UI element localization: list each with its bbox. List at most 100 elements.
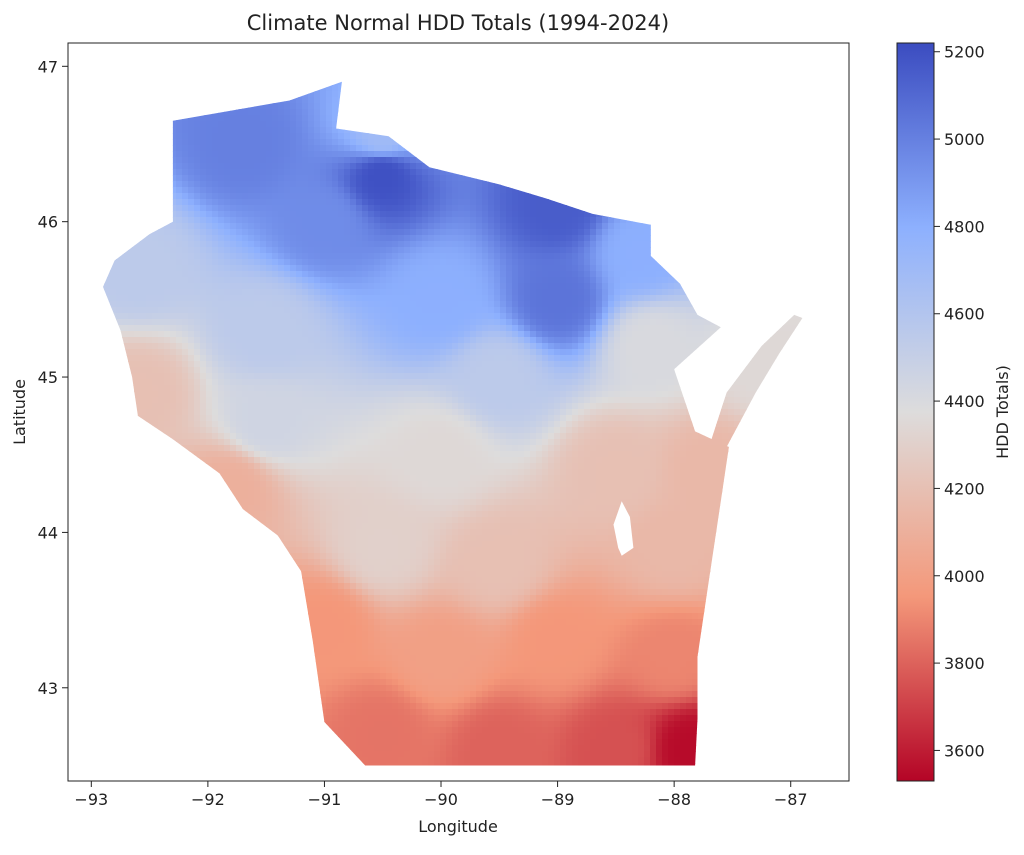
heatmap-cell: [188, 259, 195, 266]
heatmap-cell: [614, 229, 621, 236]
heatmap-cell: [278, 169, 285, 176]
heatmap-cell: [374, 169, 381, 176]
heatmap-cell: [314, 187, 321, 194]
heatmap-cell: [368, 181, 375, 188]
heatmap-cell: [632, 229, 639, 236]
heatmap-cell: [488, 199, 495, 206]
heatmap-cell: [266, 193, 273, 200]
heatmap-cell: [494, 253, 501, 260]
heatmap-cell: [356, 205, 363, 212]
heatmap-cell: [428, 241, 435, 248]
heatmap-cell: [224, 145, 231, 152]
heatmap-cell: [320, 259, 327, 266]
heatmap-cell: [344, 217, 351, 224]
heatmap-cell: [482, 199, 489, 206]
heatmap-cell: [560, 253, 567, 260]
heatmap-cell: [560, 217, 567, 224]
heatmap-cell: [338, 81, 345, 86]
heatmap-cell: [368, 139, 375, 146]
heatmap-cell: [212, 247, 219, 254]
heatmap-cell: [470, 259, 477, 266]
heatmap-cell: [536, 211, 543, 218]
heatmap-cell: [218, 133, 225, 140]
heatmap-cell: [176, 247, 183, 254]
heatmap-cell: [266, 175, 273, 182]
heatmap-cell: [152, 235, 159, 242]
heatmap-cell: [134, 271, 141, 278]
heatmap-cell: [446, 205, 453, 212]
heatmap-cell: [326, 151, 333, 158]
heatmap-cell: [320, 115, 327, 122]
heatmap-cell: [596, 223, 603, 230]
heatmap-cell: [212, 241, 219, 248]
heatmap-cell: [332, 133, 339, 140]
heatmap-cell: [500, 253, 507, 260]
heatmap-cell: [530, 193, 537, 200]
heatmap-cell: [284, 241, 291, 248]
heatmap-cell: [182, 247, 189, 254]
heatmap-cell: [236, 181, 243, 188]
heatmap-cell: [248, 223, 255, 230]
heatmap-cell: [512, 205, 519, 212]
heatmap-cell: [470, 211, 477, 218]
heatmap-cell: [254, 211, 261, 218]
heatmap-cell: [242, 181, 249, 188]
heatmap-cell: [308, 157, 315, 164]
heatmap-cell: [362, 211, 369, 218]
heatmap-cell: [536, 199, 543, 206]
heatmap-cell: [452, 259, 459, 266]
heatmap-cell: [548, 259, 555, 266]
heatmap-cell: [530, 217, 537, 224]
heatmap-cell: [236, 211, 243, 218]
heatmap-cell: [314, 121, 321, 128]
heatmap-cell: [320, 223, 327, 230]
heatmap-cell: [608, 235, 615, 242]
heatmap-cell: [638, 247, 645, 254]
heatmap-cell: [632, 259, 639, 266]
heatmap-cell: [176, 259, 183, 266]
heatmap-cell: [314, 211, 321, 218]
heatmap-cell: [320, 211, 327, 218]
heatmap-cell: [392, 247, 399, 254]
heatmap-cell: [230, 145, 237, 152]
heatmap-cell: [344, 175, 351, 182]
heatmap-cell: [434, 169, 441, 176]
heatmap-cell: [314, 193, 321, 200]
heatmap-cell: [434, 247, 441, 254]
heatmap-cell: [236, 253, 243, 260]
heatmap-cell: [500, 205, 507, 212]
heatmap-cell: [278, 241, 285, 248]
heatmap-cell: [254, 169, 261, 176]
heatmap-cell: [248, 109, 255, 116]
heatmap-cell: [248, 175, 255, 182]
heatmap-cell: [146, 271, 153, 278]
heatmap-cell: [302, 97, 309, 104]
heatmap-cell: [392, 199, 399, 206]
heatmap-cell: [182, 265, 189, 272]
heatmap-cell: [350, 151, 357, 158]
heatmap-cell: [566, 265, 573, 272]
heatmap-cell: [230, 217, 237, 224]
heatmap-cell: [158, 241, 165, 248]
heatmap-cell: [290, 211, 297, 218]
heatmap-cell: [560, 229, 567, 236]
heatmap-cell: [644, 223, 651, 230]
heatmap-cell: [266, 103, 273, 110]
heatmap-cell: [458, 247, 465, 254]
heatmap-cell: [638, 253, 645, 260]
heatmap-cell: [284, 133, 291, 140]
heatmap-cell: [386, 199, 393, 206]
heatmap-cell: [290, 169, 297, 176]
heatmap-cell: [512, 247, 519, 254]
heatmap-cell: [464, 241, 471, 248]
heatmap-cell: [314, 223, 321, 230]
heatmap-cell: [278, 193, 285, 200]
heatmap-cell: [428, 265, 435, 272]
heatmap-cell: [206, 169, 213, 176]
heatmap-cell: [416, 241, 423, 248]
heatmap-cell: [608, 247, 615, 254]
heatmap-cell: [530, 253, 537, 260]
heatmap-cell: [452, 199, 459, 206]
heatmap-cell: [494, 235, 501, 242]
heatmap-cell: [236, 151, 243, 158]
